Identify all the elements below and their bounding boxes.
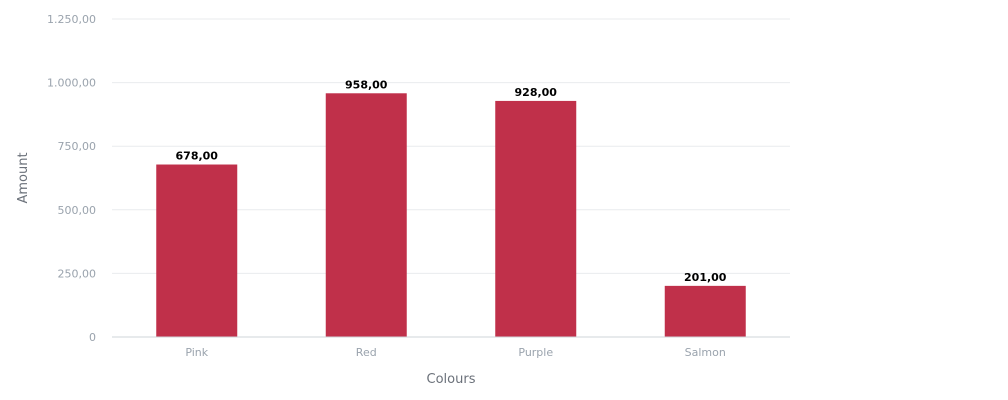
- x-tick-label: Red: [356, 346, 377, 359]
- data-label: 201,00: [684, 271, 727, 284]
- x-tick-label: Salmon: [685, 346, 726, 359]
- y-tick-label: 500,00: [58, 204, 97, 217]
- y-tick-label: 0: [89, 331, 96, 344]
- x-tick-label: Purple: [518, 346, 553, 359]
- data-label: 958,00: [345, 78, 388, 91]
- y-tick-label: 250,00: [58, 267, 97, 280]
- bar-red[interactable]: [325, 93, 407, 338]
- value-labels: 678,00 958,00 928,00 201,00: [176, 78, 727, 284]
- x-tick-label: Pink: [185, 346, 208, 359]
- y-tick-label: 750,00: [58, 140, 97, 153]
- y-tick-label: 1.250,00: [47, 13, 96, 26]
- bars: [156, 93, 746, 338]
- x-axis-title: Colours: [427, 372, 476, 387]
- data-label: 678,00: [176, 150, 219, 163]
- data-label: 928,00: [515, 86, 558, 99]
- x-axis: Pink Red Purple Salmon: [112, 336, 790, 359]
- bar-salmon[interactable]: [664, 285, 746, 337]
- y-tick-label: 1.000,00: [47, 77, 96, 90]
- y-axis: 0 250,00 500,00 750,00 1.000,00 1.250,00: [47, 13, 96, 344]
- bar-pink[interactable]: [156, 164, 238, 337]
- y-axis-title: Amount: [16, 152, 31, 203]
- bar-purple[interactable]: [495, 100, 577, 337]
